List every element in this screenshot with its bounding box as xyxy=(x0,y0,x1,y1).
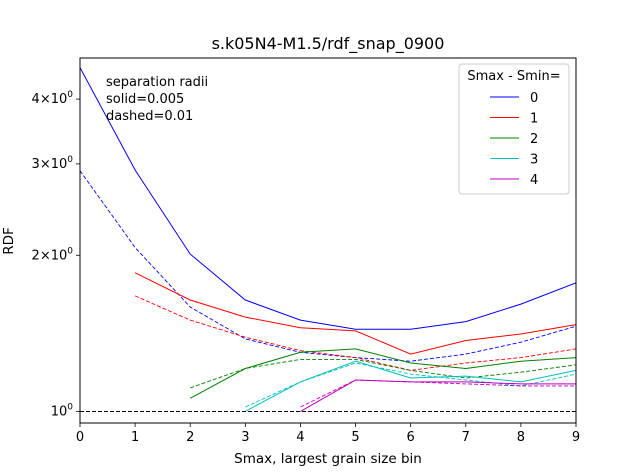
series-line-1-solid xyxy=(134,272,576,355)
legend-label-4: 4 xyxy=(530,173,538,188)
annotation-line: solid=0.005 xyxy=(106,92,184,107)
annotation-line: separation radii xyxy=(106,75,208,90)
x-tick-label: 6 xyxy=(407,430,415,445)
legend-box xyxy=(458,63,570,195)
x-tick-label: 8 xyxy=(517,430,525,445)
x-tick-label: 7 xyxy=(462,430,470,445)
x-tick-label: 1 xyxy=(131,430,139,445)
x-tick-label: 4 xyxy=(296,430,304,445)
y-tick-label: 100 xyxy=(51,402,74,419)
x-tick-label: 2 xyxy=(186,430,194,445)
x-tick-label: 3 xyxy=(241,430,249,445)
legend-label-0: 0 xyxy=(530,91,538,106)
legend-title: Smax - Smin= xyxy=(467,69,560,84)
annotation-line: dashed=0.01 xyxy=(106,109,193,124)
y-tick-label: 3×100 xyxy=(32,155,74,172)
series-line-4-solid xyxy=(300,379,576,412)
series-line-3-solid xyxy=(245,360,576,412)
series-line-2-solid xyxy=(189,348,576,399)
plot-frame xyxy=(79,57,577,424)
x-tick-label: 0 xyxy=(76,430,84,445)
series-line-2-dashed xyxy=(190,358,576,389)
legend: Smax - Smin= 0 1 2 3 4 xyxy=(458,63,570,195)
x-axis-label: Smax, largest grain size bin xyxy=(234,451,422,467)
annotation: separation radii solid=0.005 dashed=0.01 xyxy=(106,75,208,124)
series-line-0-solid xyxy=(80,67,576,330)
series-line-3-dashed xyxy=(245,362,576,408)
x-tick-label: 9 xyxy=(572,430,580,445)
legend-label-3: 3 xyxy=(530,153,538,168)
x-tick-label: 5 xyxy=(351,430,359,445)
series-layer xyxy=(80,67,576,412)
series-line-4-dashed xyxy=(300,379,576,408)
y-tick-label: 2×100 xyxy=(32,246,74,263)
y-axis-label: RDF xyxy=(1,227,17,255)
y-tick-label: 4×100 xyxy=(32,90,74,107)
legend-label-1: 1 xyxy=(530,112,538,127)
series-line-0-dashed xyxy=(80,170,576,362)
chart-title: s.k05N4-M1.5/rdf_snap_0900 xyxy=(212,34,445,54)
legend-label-2: 2 xyxy=(530,132,538,147)
series-line-1-dashed xyxy=(134,295,576,371)
